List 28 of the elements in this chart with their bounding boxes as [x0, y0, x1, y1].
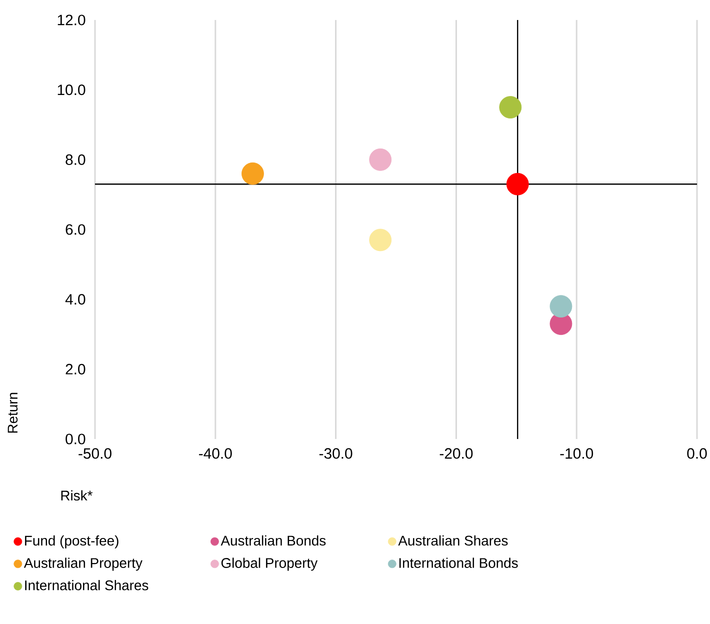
point — [369, 148, 392, 171]
point — [550, 295, 572, 318]
legend-label: Australian Property — [24, 558, 142, 571]
y-tick-label: 6.0 — [66, 224, 86, 235]
x-tick-label: -30.0 — [319, 448, 352, 459]
y-tick-label: 12.0 — [58, 14, 86, 26]
y-tick-label: 2.0 — [66, 364, 86, 374]
x-tick-label: -10.0 — [560, 448, 594, 459]
y-tick-label: 8.0 — [66, 154, 86, 165]
legend-label: International Bonds — [399, 558, 518, 568]
y-tick-label: 4.0 — [65, 294, 86, 305]
x-tick-label: -50.0 — [78, 448, 112, 459]
point — [506, 172, 529, 196]
y-axis-title: Return — [8, 392, 18, 433]
point — [242, 162, 264, 185]
legend-label: Fund (post-fee) — [25, 535, 118, 548]
x-tick-label: 0.0 — [687, 448, 707, 459]
point — [369, 228, 392, 252]
y-tick-label: 0.0 — [66, 434, 86, 444]
legend-label: Australian Bonds — [220, 535, 326, 546]
y-tick-label: 10.0 — [58, 84, 86, 96]
legend-label: Global Property — [221, 558, 318, 571]
point — [499, 96, 522, 118]
x-tick-label: -20.0 — [440, 448, 473, 459]
x-axis-title: Risk* — [61, 490, 93, 501]
legend-label: International Shares — [25, 580, 148, 590]
legend-label: Australian Shares — [398, 535, 508, 546]
x-tick-label: -40.0 — [199, 448, 232, 459]
